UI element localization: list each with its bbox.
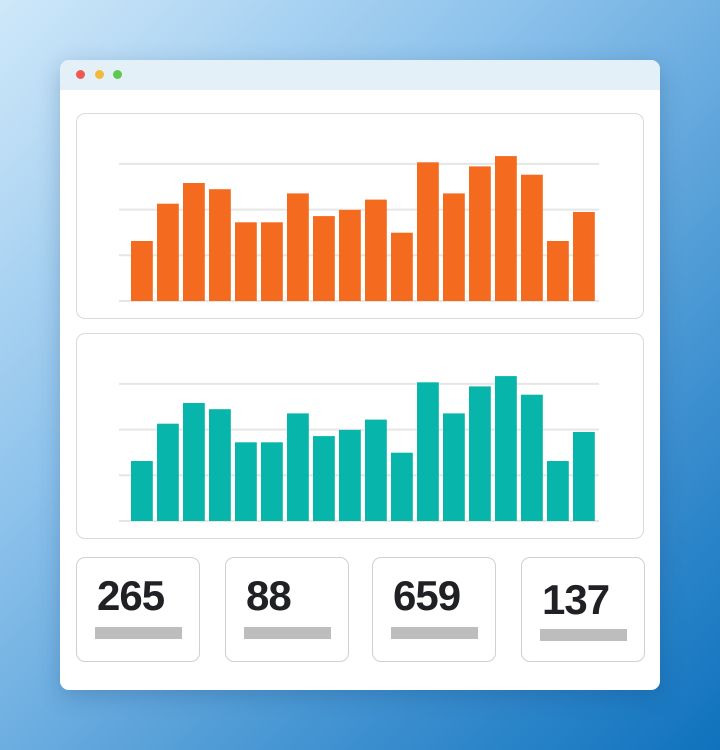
chart-bar bbox=[235, 222, 257, 301]
chart-bar bbox=[443, 413, 465, 521]
stat-value: 659 bbox=[393, 572, 461, 619]
chart-bar bbox=[209, 409, 231, 521]
chart-bar bbox=[183, 183, 205, 301]
minimize-window-button[interactable] bbox=[95, 70, 104, 79]
stat-label-placeholder bbox=[540, 629, 627, 641]
teal-bar-chart bbox=[119, 376, 599, 522]
chart-bar bbox=[183, 403, 205, 521]
chart-bar bbox=[495, 376, 517, 521]
chart-bar bbox=[261, 442, 283, 521]
chart-bar bbox=[287, 193, 309, 301]
chart-bar bbox=[391, 452, 413, 521]
stat-value: 88 bbox=[246, 572, 292, 619]
stat-label-placeholder bbox=[95, 627, 182, 639]
close-window-button[interactable] bbox=[76, 70, 85, 79]
chart-bar bbox=[287, 413, 309, 521]
chart-bar bbox=[521, 394, 543, 521]
chart-bar bbox=[547, 241, 569, 301]
chart-bar bbox=[469, 386, 491, 521]
orange-bar-chart bbox=[119, 156, 599, 302]
chart-bar bbox=[157, 203, 179, 301]
chart-bar bbox=[417, 162, 439, 301]
chart-bar bbox=[391, 232, 413, 301]
stat-value: 137 bbox=[542, 576, 610, 623]
chart-bar bbox=[131, 461, 153, 521]
chart-bar bbox=[365, 419, 387, 521]
chart-bar bbox=[521, 174, 543, 301]
chart-bar bbox=[443, 193, 465, 301]
chart-bar bbox=[157, 423, 179, 521]
stat-label-placeholder bbox=[391, 627, 478, 639]
chart-bar bbox=[313, 436, 335, 521]
dashboard-window: 265 88 659 137 bbox=[60, 60, 660, 690]
stat-card-1: 265 bbox=[76, 557, 200, 662]
chart-bar bbox=[209, 189, 231, 301]
chart-bar bbox=[573, 212, 595, 301]
chart-bar bbox=[365, 199, 387, 301]
chart-bar bbox=[547, 461, 569, 521]
chart-bar bbox=[235, 442, 257, 521]
stat-value: 265 bbox=[97, 572, 165, 619]
window-titlebar bbox=[60, 60, 660, 90]
chart-bar bbox=[573, 432, 595, 521]
chart-bar bbox=[339, 429, 361, 521]
chart-bar bbox=[131, 241, 153, 301]
stat-card-4: 137 bbox=[521, 557, 645, 662]
chart-bar bbox=[339, 209, 361, 301]
stat-card-2: 88 bbox=[225, 557, 349, 662]
chart-bar bbox=[495, 156, 517, 301]
stat-label-placeholder bbox=[244, 627, 331, 639]
maximize-window-button[interactable] bbox=[113, 70, 122, 79]
orange-bar-chart-card bbox=[76, 113, 644, 319]
teal-bar-chart-card bbox=[76, 333, 644, 539]
chart-bar bbox=[469, 166, 491, 301]
chart-bar bbox=[261, 222, 283, 301]
chart-bar bbox=[417, 382, 439, 521]
chart-bar bbox=[313, 216, 335, 301]
stat-card-3: 659 bbox=[372, 557, 496, 662]
